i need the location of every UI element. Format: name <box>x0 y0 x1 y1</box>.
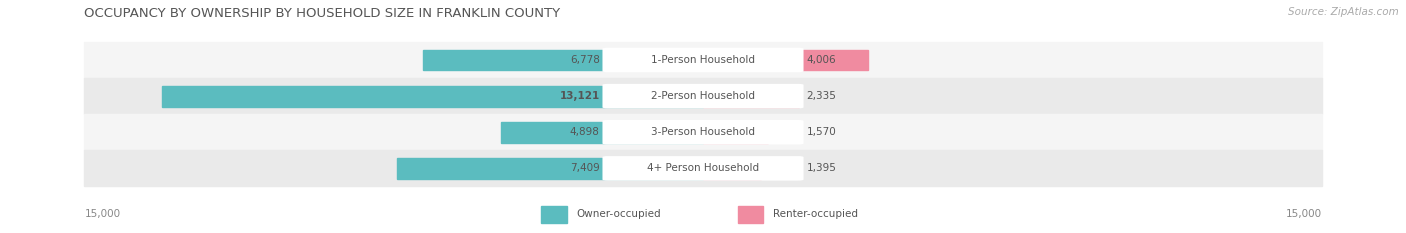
Bar <box>738 206 763 223</box>
Bar <box>423 50 703 70</box>
Text: 6,778: 6,778 <box>569 55 599 65</box>
FancyBboxPatch shape <box>602 84 803 108</box>
Text: 15,000: 15,000 <box>1285 209 1322 219</box>
Text: 7,409: 7,409 <box>569 163 599 173</box>
Text: 1,395: 1,395 <box>806 163 837 173</box>
Text: Source: ZipAtlas.com: Source: ZipAtlas.com <box>1288 7 1399 17</box>
Bar <box>398 158 703 179</box>
Bar <box>162 86 703 106</box>
Text: 15,000: 15,000 <box>84 209 121 219</box>
Text: 3-Person Household: 3-Person Household <box>651 127 755 137</box>
Text: 4+ Person Household: 4+ Person Household <box>647 163 759 173</box>
Bar <box>84 150 1322 186</box>
Text: Owner-occupied: Owner-occupied <box>576 209 661 219</box>
Text: 2,335: 2,335 <box>806 91 837 101</box>
FancyBboxPatch shape <box>602 120 803 144</box>
Bar <box>84 42 1322 78</box>
Bar <box>703 158 761 179</box>
FancyBboxPatch shape <box>602 48 803 72</box>
Text: 1,570: 1,570 <box>806 127 837 137</box>
Bar <box>703 86 799 106</box>
Bar <box>703 50 869 70</box>
Text: 13,121: 13,121 <box>560 91 599 101</box>
Text: 2-Person Household: 2-Person Household <box>651 91 755 101</box>
Bar <box>501 122 703 143</box>
Text: 1-Person Household: 1-Person Household <box>651 55 755 65</box>
Text: 4,006: 4,006 <box>806 55 837 65</box>
FancyBboxPatch shape <box>602 156 803 181</box>
Bar <box>84 78 1322 114</box>
Bar <box>703 122 768 143</box>
Text: OCCUPANCY BY OWNERSHIP BY HOUSEHOLD SIZE IN FRANKLIN COUNTY: OCCUPANCY BY OWNERSHIP BY HOUSEHOLD SIZE… <box>84 7 561 20</box>
Text: Renter-occupied: Renter-occupied <box>773 209 858 219</box>
Text: 4,898: 4,898 <box>569 127 599 137</box>
Bar <box>84 114 1322 150</box>
Bar <box>541 206 567 223</box>
